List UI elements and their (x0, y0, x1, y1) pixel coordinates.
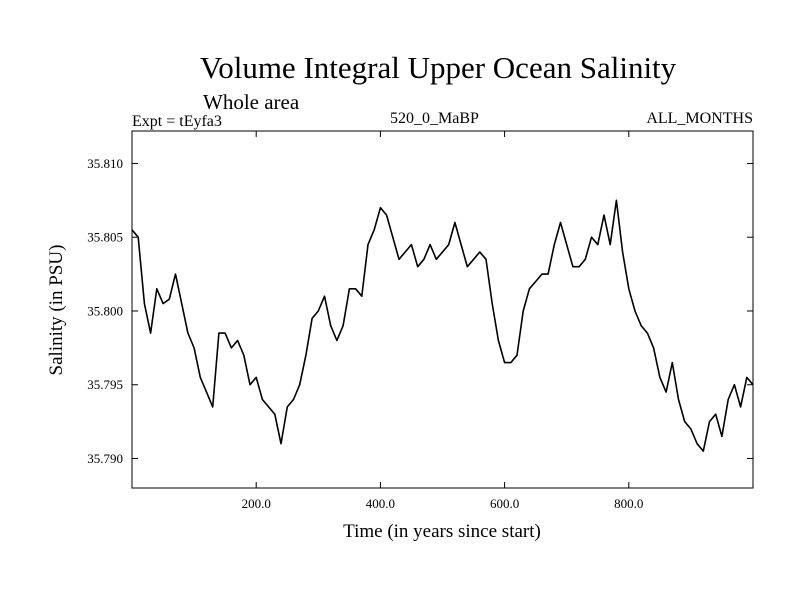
experiment-label: Expt = tEyfa3 (132, 113, 222, 130)
salinity-series-line (131, 199, 754, 452)
x-tick-label: 200.0 (242, 496, 271, 511)
y-tick-label: 35.795 (87, 377, 123, 392)
months-label: ALL_MONTHS (646, 110, 753, 127)
y-axis-title: Salinity (in PSU) (46, 245, 67, 376)
x-tick-label: 600.0 (490, 496, 519, 511)
x-tick-label: 800.0 (614, 496, 643, 511)
y-tick-label: 35.805 (87, 230, 123, 245)
chart-title: Volume Integral Upper Ocean Salinity (199, 50, 677, 85)
y-tick-label: 35.790 (87, 451, 123, 466)
y-axis: 35.790 35.795 35.800 35.805 35.810 (87, 156, 753, 466)
plot-frame (131, 130, 754, 489)
y-tick-label: 35.810 (87, 156, 123, 171)
chart-subtitle: Whole area (203, 90, 300, 114)
x-tick-label: 400.0 (366, 496, 395, 511)
x-axis: 200.0 400.0 600.0 800.0 (242, 131, 643, 511)
run-label: 520_0_MaBP (390, 110, 479, 127)
x-axis-title: Time (in years since start) (343, 521, 541, 542)
y-tick-label: 35.800 (87, 303, 123, 318)
